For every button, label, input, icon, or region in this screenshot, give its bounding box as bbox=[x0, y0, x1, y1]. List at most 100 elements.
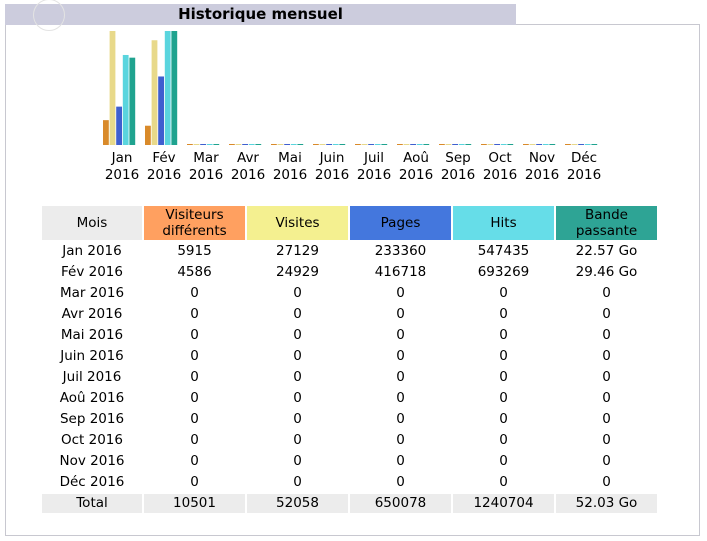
bar-hits-0 bbox=[122, 54, 129, 146]
bar-pages-11 bbox=[578, 144, 584, 145]
bar-visites-9 bbox=[487, 144, 494, 145]
table-total-row: Total 10501 52058 650078 1240704 52.03 Go bbox=[42, 494, 657, 513]
x-tick-label: 2016 bbox=[315, 167, 349, 183]
x-tick-label: Nov bbox=[529, 150, 555, 166]
bar-pages-4 bbox=[284, 144, 290, 145]
cell-bande: 0 bbox=[602, 285, 611, 301]
header-mois: Mois bbox=[42, 206, 142, 240]
cell-bande: 0 bbox=[602, 348, 611, 364]
table-row: Mar 2016 0 0 0 0 0 bbox=[42, 284, 657, 303]
cell-visiteurs: 0 bbox=[190, 411, 199, 427]
cell-visiteurs: 5915 bbox=[177, 243, 212, 259]
x-tick-label: Avr bbox=[237, 150, 259, 166]
bar-visites-4 bbox=[277, 144, 284, 145]
header-bande-passante: Bande passante bbox=[556, 206, 657, 240]
cell-mois: Mai 2016 bbox=[60, 327, 124, 343]
cell-visites: 24929 bbox=[276, 264, 319, 280]
cell-hits: 0 bbox=[499, 327, 508, 343]
bar-bande-3 bbox=[255, 144, 262, 145]
cell-hits: 0 bbox=[499, 369, 508, 385]
cell-visites: 0 bbox=[293, 474, 302, 490]
monthly-history-chart: Jan2016Fév2016Mar2016Avr2016Mai2016Juin2… bbox=[103, 31, 601, 183]
bar-visiteurs-9 bbox=[481, 144, 487, 145]
bar-bande-0 bbox=[129, 57, 136, 146]
cell-hits: 0 bbox=[499, 474, 508, 490]
x-tick-label: Aoû bbox=[403, 150, 429, 166]
cell-pages: 0 bbox=[396, 432, 405, 448]
table-row: Oct 2016 0 0 0 0 0 bbox=[42, 431, 657, 450]
bar-visiteurs-5 bbox=[313, 144, 319, 145]
bar-visiteurs-3 bbox=[229, 144, 235, 145]
bar-visiteurs-4 bbox=[271, 144, 277, 145]
total-visiteurs: 10501 bbox=[144, 494, 245, 513]
bar-hits-9 bbox=[500, 144, 507, 145]
cell-hits: 547435 bbox=[477, 243, 530, 259]
cell-hits: 0 bbox=[499, 390, 508, 406]
panel-border bbox=[516, 24, 700, 25]
cell-mois: Fév 2016 bbox=[61, 264, 123, 280]
cell-bande: 0 bbox=[602, 306, 611, 322]
bar-visites-3 bbox=[235, 144, 242, 145]
bar-visites-5 bbox=[319, 144, 326, 145]
cell-visiteurs: 0 bbox=[190, 390, 199, 406]
table-row: Mai 2016 0 0 0 0 0 bbox=[42, 326, 657, 345]
cell-bande: 22.57 Go bbox=[575, 243, 638, 259]
cell-pages: 0 bbox=[396, 327, 405, 343]
x-tick-label: 2016 bbox=[105, 167, 139, 183]
cell-visiteurs: 0 bbox=[190, 285, 199, 301]
cell-bande: 0 bbox=[602, 474, 611, 490]
table-row: Fév 2016 4586 24929 416718 693269 29.46 Go bbox=[42, 263, 657, 282]
cell-bande: 0 bbox=[602, 432, 611, 448]
table-row: Aoû 2016 0 0 0 0 0 bbox=[42, 389, 657, 408]
bar-visiteurs-8 bbox=[439, 144, 445, 145]
cell-bande: 0 bbox=[602, 327, 611, 343]
cell-hits: 0 bbox=[499, 285, 508, 301]
bar-pages-5 bbox=[326, 144, 332, 145]
bar-bande-1 bbox=[171, 31, 178, 145]
x-tick-label: 2016 bbox=[441, 167, 475, 183]
bar-hits-6 bbox=[374, 144, 381, 145]
bar-pages-3 bbox=[242, 144, 248, 145]
x-tick-label: Sep bbox=[445, 150, 470, 166]
cell-bande: 0 bbox=[602, 411, 611, 427]
cell-visites: 27129 bbox=[276, 243, 319, 259]
table-row: Jan 2016 5915 27129 233360 547435 22.57 Go bbox=[42, 242, 657, 261]
cell-pages: 0 bbox=[396, 390, 405, 406]
bar-pages-2 bbox=[200, 144, 206, 145]
total-pages: 650078 bbox=[350, 494, 451, 513]
cell-visites: 0 bbox=[293, 390, 302, 406]
table-row: Déc 2016 0 0 0 0 0 bbox=[42, 473, 657, 492]
bar-hits-4 bbox=[290, 144, 297, 145]
total-bande: 52.03 Go bbox=[556, 494, 657, 513]
bar-visiteurs-2 bbox=[187, 144, 193, 145]
x-tick-label: Déc bbox=[571, 150, 597, 166]
bar-bande-11 bbox=[591, 144, 598, 145]
bar-visiteurs-0 bbox=[103, 120, 109, 145]
cell-visites: 0 bbox=[293, 432, 302, 448]
bar-visiteurs-11 bbox=[565, 144, 571, 145]
bar-visiteurs-6 bbox=[355, 144, 361, 145]
decorative-circle-icon bbox=[33, 0, 65, 31]
cell-visiteurs: 0 bbox=[190, 453, 199, 469]
cell-mois: Déc 2016 bbox=[59, 474, 125, 490]
cell-pages: 0 bbox=[396, 348, 405, 364]
x-tick-label: Juil bbox=[363, 150, 384, 166]
table-row: Juin 2016 0 0 0 0 0 bbox=[42, 347, 657, 366]
bar-hits-7 bbox=[416, 144, 423, 145]
x-tick-label: 2016 bbox=[147, 167, 181, 183]
x-tick-label: Jan bbox=[111, 150, 133, 166]
cell-pages: 233360 bbox=[374, 243, 427, 259]
cell-pages: 0 bbox=[396, 369, 405, 385]
cell-hits: 0 bbox=[499, 432, 508, 448]
monthly-history-table: Mois Visiteurs différents Visites Pages … bbox=[40, 204, 659, 515]
bar-visites-11 bbox=[571, 144, 578, 145]
cell-mois: Sep 2016 bbox=[59, 411, 125, 427]
cell-hits: 0 bbox=[499, 453, 508, 469]
cell-visiteurs: 0 bbox=[190, 306, 199, 322]
bar-bande-4 bbox=[297, 144, 304, 145]
cell-visiteurs: 0 bbox=[190, 327, 199, 343]
bar-pages-9 bbox=[494, 144, 500, 145]
cell-hits: 0 bbox=[499, 306, 508, 322]
bar-pages-1 bbox=[158, 76, 164, 145]
header-hits: Hits bbox=[453, 206, 554, 240]
